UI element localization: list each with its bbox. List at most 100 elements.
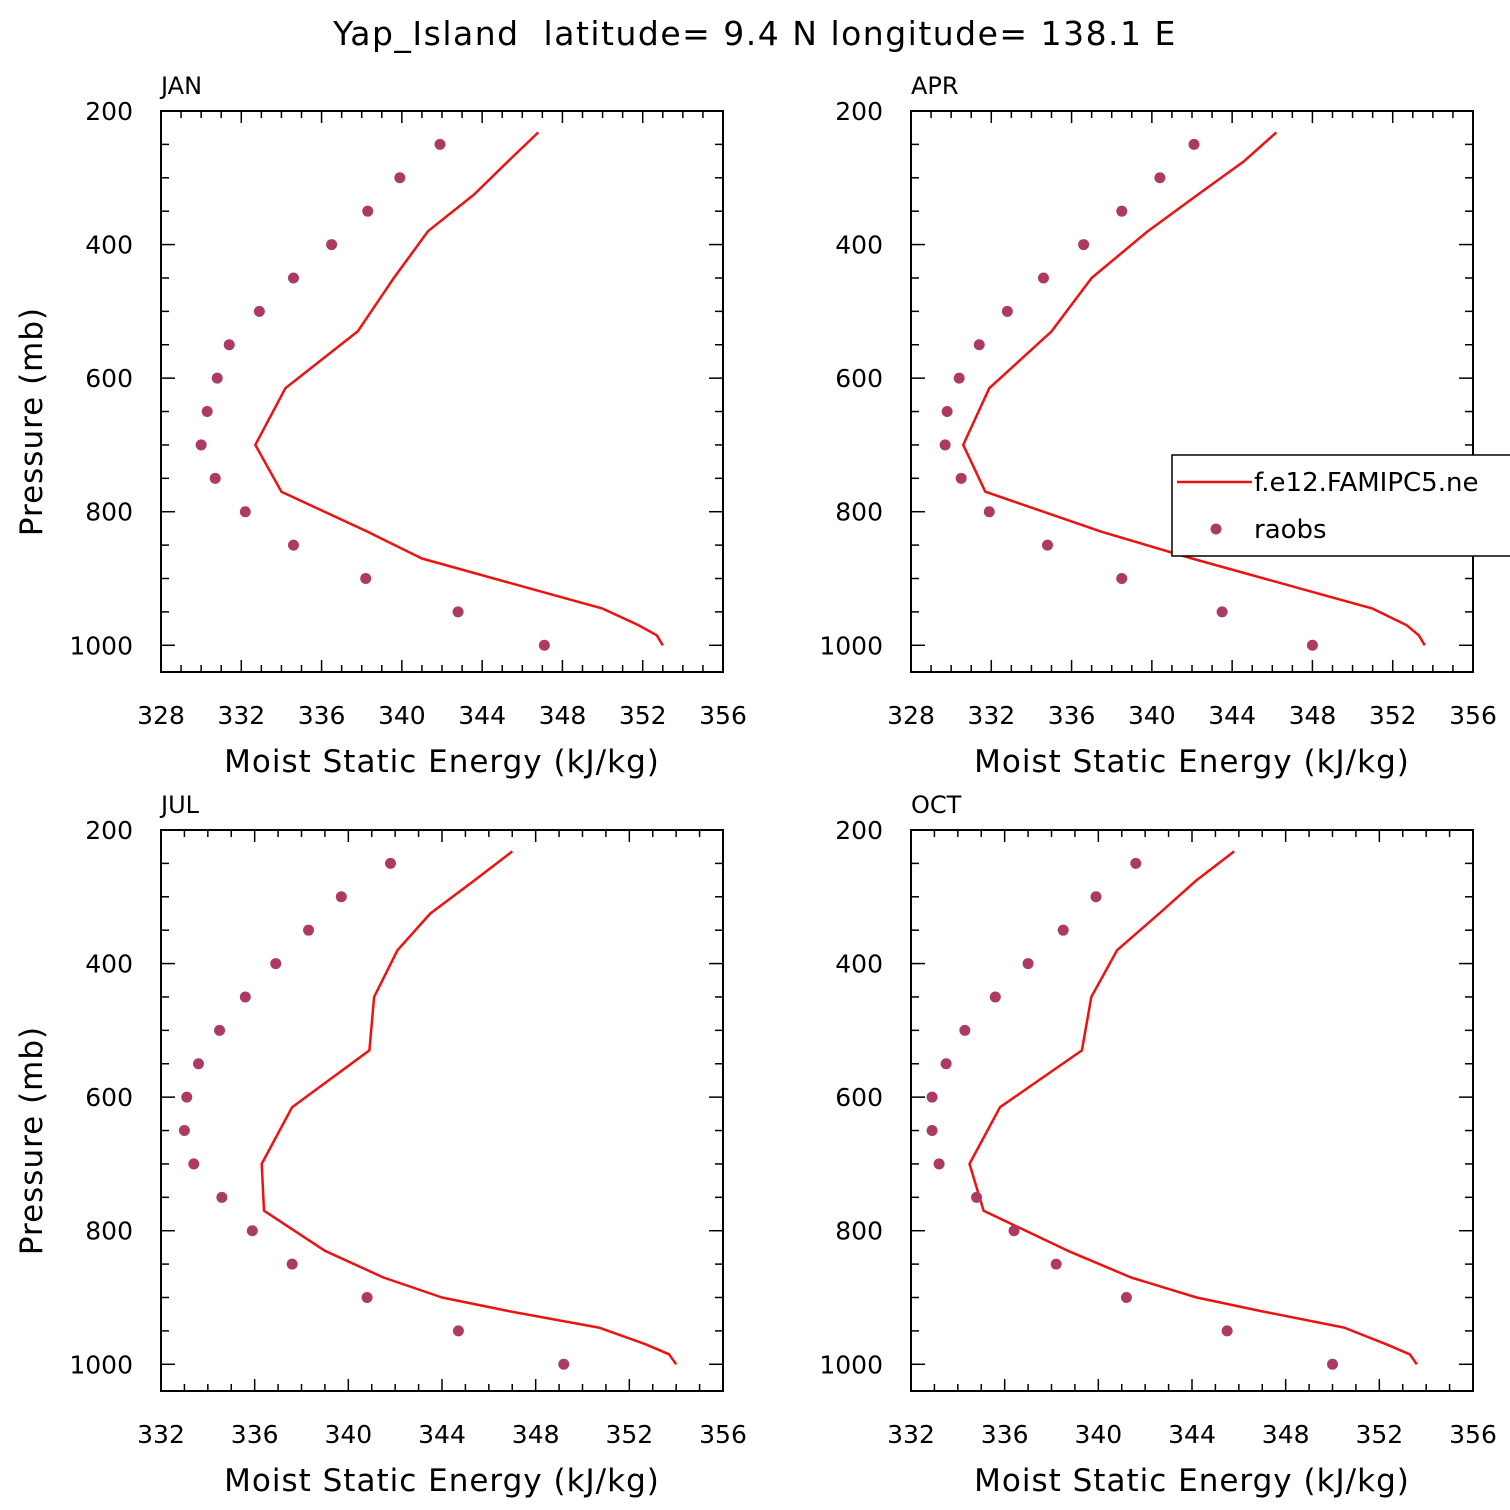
x-tick-label: 340 bbox=[324, 1420, 372, 1449]
y-tick-label: 800 bbox=[85, 498, 133, 527]
raobs-point bbox=[286, 1258, 298, 1270]
raobs-point bbox=[394, 172, 406, 184]
raobs-point bbox=[192, 1058, 204, 1070]
x-tick-label: 356 bbox=[1449, 701, 1497, 730]
x-tick-label: 336 bbox=[981, 1420, 1029, 1449]
panel-oct: 332 336 340 344 348 352 356 200 400 600 800 1000 OCT… bbox=[819, 791, 1496, 1499]
panel-jan: 328 332 336 340 344 348 352 356 200 400 600 800 1000… bbox=[14, 72, 747, 780]
raobs-point bbox=[362, 205, 374, 217]
panels-group: 328 332 336 340 344 348 352 356 200 400 600 800 1000… bbox=[14, 72, 1497, 1499]
raobs-point bbox=[1116, 205, 1128, 217]
y-tick-label: 200 bbox=[835, 816, 883, 845]
model-series-line bbox=[961, 131, 1426, 646]
y-tick-label: 1000 bbox=[819, 631, 883, 660]
raobs-point bbox=[940, 1058, 952, 1070]
raobs-point bbox=[239, 991, 251, 1003]
raobs-point bbox=[1078, 239, 1090, 251]
raobs-point bbox=[287, 272, 299, 284]
raobs-point bbox=[941, 406, 953, 418]
raobs-point bbox=[246, 1225, 258, 1237]
x-tick-label: 352 bbox=[619, 701, 667, 730]
x-axis-label: Moist Static Energy (kJ/kg) bbox=[974, 1463, 1410, 1499]
x-tick-label: 348 bbox=[512, 1420, 560, 1449]
y-tick-label: 1000 bbox=[69, 631, 133, 660]
x-tick-label: 348 bbox=[1262, 1420, 1310, 1449]
y-tick-label: 600 bbox=[85, 1083, 133, 1112]
raobs-point bbox=[558, 1358, 570, 1370]
raobs-point bbox=[983, 506, 995, 518]
raobs-point bbox=[1154, 172, 1166, 184]
raobs-point bbox=[201, 406, 213, 418]
plot-frame bbox=[160, 110, 724, 673]
y-axis-label: Pressure (mb) bbox=[14, 307, 50, 536]
raobs-point bbox=[1041, 539, 1053, 551]
x-tick-label: 356 bbox=[1449, 1420, 1497, 1449]
raobs-point bbox=[959, 1024, 971, 1036]
raobs-point bbox=[538, 639, 550, 651]
y-tick-label: 400 bbox=[85, 231, 133, 260]
raobs-point bbox=[223, 339, 235, 351]
raobs-point bbox=[239, 506, 251, 518]
x-tick-label: 352 bbox=[1355, 1420, 1403, 1449]
x-tick-label: 348 bbox=[539, 701, 587, 730]
raobs-point bbox=[216, 1191, 228, 1203]
x-axis-label: Moist Static Energy (kJ/kg) bbox=[224, 744, 660, 780]
x-tick-label: 344 bbox=[1168, 1420, 1216, 1449]
legend-line-label: f.e12.FAMIPC5.ne bbox=[1254, 468, 1478, 498]
panel-label: APR bbox=[911, 72, 959, 100]
raobs-point bbox=[195, 439, 207, 451]
x-tick-label: 356 bbox=[699, 1420, 747, 1449]
raobs-point bbox=[452, 606, 464, 618]
y-tick-label: 400 bbox=[835, 231, 883, 260]
x-axis-label: Moist Static Energy (kJ/kg) bbox=[224, 1463, 660, 1499]
raobs-point bbox=[1188, 138, 1200, 150]
y-tick-label: 800 bbox=[835, 498, 883, 527]
raobs-point bbox=[287, 539, 299, 551]
raobs-point bbox=[926, 1091, 938, 1103]
raobs-point bbox=[1120, 1292, 1132, 1303]
x-tick-label: 344 bbox=[418, 1420, 466, 1449]
raobs-point bbox=[181, 1091, 193, 1103]
x-tick-label: 332 bbox=[887, 1420, 935, 1449]
raobs-point bbox=[1022, 958, 1034, 970]
raobs-point bbox=[326, 239, 338, 251]
x-tick-label: 340 bbox=[378, 701, 426, 730]
x-tick-label: 332 bbox=[967, 701, 1015, 730]
raobs-point bbox=[209, 472, 221, 484]
raobs-point bbox=[933, 1158, 945, 1170]
x-tick-label: 344 bbox=[458, 701, 506, 730]
x-tick-label: 344 bbox=[1208, 701, 1256, 730]
x-tick-label: 340 bbox=[1074, 1420, 1122, 1449]
raobs-point bbox=[953, 372, 965, 384]
raobs-point bbox=[214, 1024, 226, 1036]
y-tick-label: 600 bbox=[835, 1083, 883, 1112]
x-tick-label: 352 bbox=[605, 1420, 653, 1449]
x-tick-label: 348 bbox=[1289, 701, 1337, 730]
raobs-point bbox=[253, 305, 265, 317]
y-tick-label: 200 bbox=[835, 97, 883, 126]
raobs-point bbox=[955, 472, 967, 484]
raobs-point bbox=[1216, 606, 1228, 618]
raobs-point bbox=[989, 991, 1001, 1003]
raobs-point bbox=[303, 924, 315, 936]
raobs-point bbox=[188, 1158, 200, 1170]
y-axis-label: Pressure (mb) bbox=[14, 1026, 50, 1255]
panel-jul: 332 336 340 344 348 352 356 200 400 600 800 1000 JUL… bbox=[14, 791, 747, 1499]
raobs-point bbox=[452, 1325, 464, 1337]
y-tick-label: 200 bbox=[85, 97, 133, 126]
legend-dot-swatch bbox=[1210, 523, 1222, 535]
x-tick-label: 328 bbox=[137, 701, 185, 730]
plot-frame bbox=[910, 829, 1474, 1392]
raobs-point bbox=[1050, 1258, 1062, 1270]
y-tick-label: 400 bbox=[85, 950, 133, 979]
x-axis-label: Moist Static Energy (kJ/kg) bbox=[974, 744, 1410, 780]
raobs-point bbox=[361, 1292, 373, 1303]
x-tick-label: 336 bbox=[298, 701, 346, 730]
raobs-point bbox=[939, 439, 951, 451]
legend-dot-label: raobs bbox=[1254, 515, 1327, 545]
x-tick-label: 340 bbox=[1128, 701, 1176, 730]
raobs-point bbox=[1306, 639, 1318, 651]
raobs-point bbox=[1008, 1225, 1020, 1237]
raobs-point bbox=[1057, 924, 1069, 936]
